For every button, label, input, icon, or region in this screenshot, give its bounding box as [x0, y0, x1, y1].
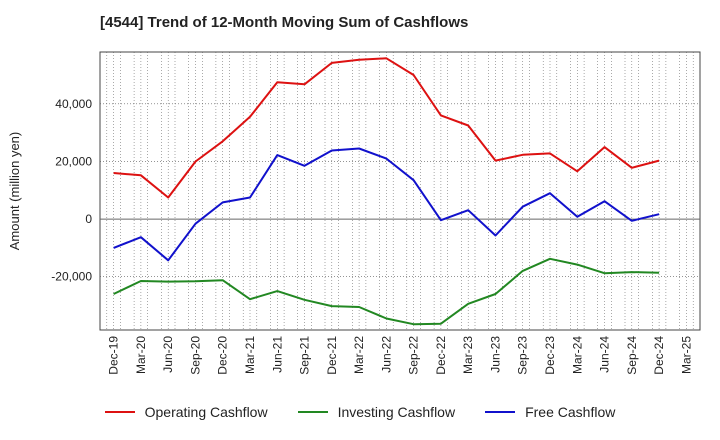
- x-tick-label: Sep-23: [516, 336, 530, 375]
- legend-label: Free Cashflow: [525, 404, 616, 420]
- x-tick-label: Sep-24: [625, 336, 639, 375]
- legend-item: Free Cashflow: [485, 404, 615, 420]
- y-axis-title: Amount (million yen): [7, 132, 22, 251]
- x-tick-label: Dec-20: [216, 336, 230, 375]
- y-tick-label: 20,000: [55, 154, 92, 168]
- x-tick-label: Dec-19: [107, 336, 121, 375]
- y-tick-label: 0: [85, 212, 92, 226]
- x-tick-label: Jun-23: [488, 336, 502, 373]
- y-tick-labels: -20,000 0 20,000 40,000: [51, 97, 92, 284]
- legend-item: Operating Cashflow: [104, 404, 268, 420]
- chart-title: [4544] Trend of 12-Month Moving Sum of C…: [100, 14, 469, 31]
- legend-item: Investing Cashflow: [297, 404, 456, 420]
- series-line-operating-cashflow: [113, 57, 660, 199]
- x-tick-label: Mar-23: [461, 336, 475, 374]
- y-tick-label: 40,000: [55, 97, 92, 111]
- plot-area: [99, 51, 701, 331]
- x-tick-label: Mar-21: [243, 336, 257, 374]
- x-tick-label: Jun-24: [598, 336, 612, 373]
- grid-lines: [100, 52, 700, 330]
- x-tick-label: Dec-22: [434, 336, 448, 375]
- legend: Operating Cashflow Investing Cashflow Free…: [0, 404, 720, 420]
- x-tick-label: Sep-22: [407, 336, 421, 375]
- legend-swatch: [104, 411, 135, 413]
- legend-swatch: [297, 411, 328, 413]
- x-tick-label: Mar-22: [352, 336, 366, 374]
- x-tick-label: Mar-25: [679, 336, 693, 374]
- x-tick-label: Dec-21: [325, 336, 339, 375]
- x-tick-label: Mar-20: [134, 336, 148, 374]
- x-tick-label: Sep-20: [188, 336, 202, 375]
- series-line-investing-cashflow: [113, 257, 660, 326]
- x-tick-label: Jun-21: [270, 336, 284, 373]
- x-tick-label: Dec-24: [652, 336, 666, 375]
- legend-swatch: [485, 411, 516, 413]
- x-tick-label: Jun-22: [379, 336, 393, 373]
- x-tick-label: Dec-23: [543, 336, 557, 375]
- y-tick-label: -20,000: [51, 270, 92, 284]
- x-tick-label: Sep-21: [298, 336, 312, 375]
- series-line-free-cashflow: [113, 147, 660, 262]
- legend-label: Investing Cashflow: [337, 404, 456, 420]
- x-tick-labels: Dec-19 Mar-20 Jun-20 Sep-20 Dec-20 Mar-21 Jun-…: [107, 336, 694, 375]
- legend-label: Operating Cashflow: [144, 404, 268, 420]
- x-tick-label: Jun-20: [161, 336, 175, 373]
- series-lines: [113, 57, 660, 326]
- x-tick-label: Mar-24: [570, 336, 584, 374]
